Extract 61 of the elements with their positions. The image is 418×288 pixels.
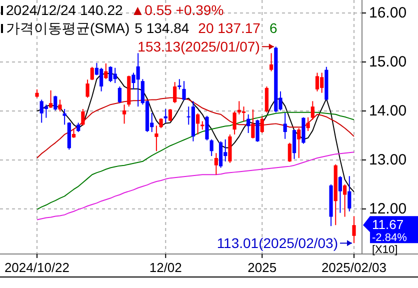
legend: 가격이동평균(SMA) 5 134.84 20 137.17 6 [1,20,278,36]
candlestick [310,100,314,120]
candlestick [196,112,200,135]
legend-title: 가격이동평균(SMA) [6,20,130,36]
candlestick [352,216,356,244]
annotation: 153.13(2025/01/07) [138,38,260,55]
candlestick [164,108,168,124]
y-tick-label: 12.00 [369,200,407,218]
candlestick [292,129,296,160]
candlestick [288,142,292,162]
candlestick [205,115,209,141]
candlestick [251,108,255,139]
candlestick [173,82,177,104]
candlestick [210,138,214,157]
candlestick [178,78,182,90]
annotation: ▲0.55 +0.39% [130,2,224,18]
candlestick [306,116,310,132]
candlestick [260,116,264,134]
text: -2.84% [372,232,408,244]
annotation: 113.01(2025/02/03) [216,235,338,252]
candlestick [58,99,62,112]
candlestick [62,108,66,126]
candlestick [154,125,158,152]
candlestick [118,86,122,104]
candlestick [182,80,186,101]
candlestick [214,152,218,176]
candlestick [168,108,172,122]
annotation: 2024/12/24 140.22 [6,2,123,18]
line-series [36,152,354,220]
candlestick [48,90,53,109]
candlestick [315,72,320,92]
candlestick [256,119,260,142]
candlestick [159,118,163,129]
candlestick [348,176,352,212]
candlestick [264,86,269,113]
x-tick-label: 2025 [248,260,277,275]
candlestick [81,108,85,126]
candlestick [54,95,58,111]
y-tick-label: 16.00 [369,4,407,22]
candlestick [122,104,126,124]
candlestick [338,176,342,214]
candlestick [283,112,287,140]
candlestick [297,128,301,158]
candlestick [270,52,274,72]
candlestick [104,62,108,80]
text: [X10] [372,244,398,256]
candlestick [86,79,90,98]
x-tick-label: 2025/02/03 [321,260,387,275]
candlestick [246,114,250,134]
candlestick [76,122,80,133]
y-tick-label: 14.00 [369,102,407,120]
candlestick [242,106,246,122]
candlestick [44,104,48,118]
candlestick [343,184,347,218]
y-tick-label: 13.00 [369,151,407,168]
candlestick [232,110,236,135]
y-tick-label: 15.00 [369,53,407,70]
candlestick [90,66,94,81]
x-tick-label: 12/02 [149,260,182,275]
x-tick-label: 2024/10/22 [4,260,70,275]
text: 11.67 [372,217,404,232]
